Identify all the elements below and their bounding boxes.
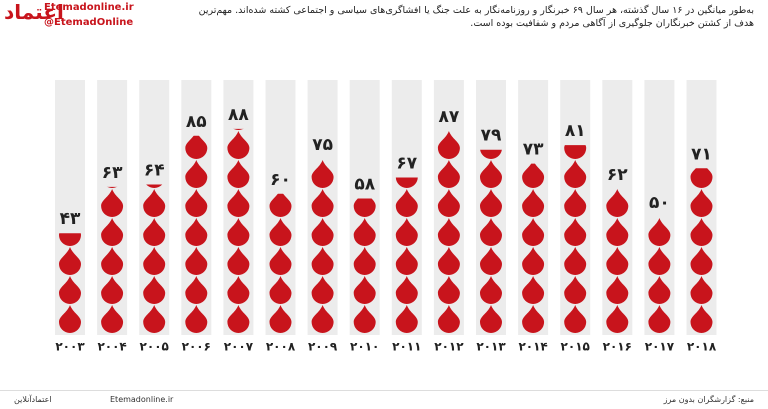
value-label: ۸۸	[228, 105, 249, 125]
x-tick-label: ۲۰۱۸	[687, 340, 717, 354]
value-label: ۵۸	[354, 174, 375, 194]
x-tick-label: ۲۰۰۹	[308, 340, 338, 354]
x-tick-label: ۲۰۱۵	[561, 340, 590, 354]
value-label: ۸۷	[439, 107, 460, 127]
footer: اعتمادآنلاین Etemadonline.ir منبع: گزارش…	[0, 390, 768, 409]
x-tick-label: ۲۰۱۳	[476, 340, 506, 354]
x-tick-label: ۲۰۰۷	[224, 340, 254, 354]
logo: اعتماد	[4, 0, 64, 24]
x-tick-label: ۲۰۰۳	[55, 340, 85, 354]
value-label: ۷۹	[481, 126, 502, 146]
value-label: ۴۳	[60, 209, 81, 229]
site-handle: @EtemadOnline	[44, 17, 134, 28]
x-tick-label: ۲۰۱۷	[645, 340, 675, 354]
x-tick-label: ۲۰۱۱	[392, 340, 421, 354]
x-tick-label: ۲۰۰۵	[140, 340, 169, 354]
x-tick-label: ۲۰۰۶	[182, 340, 211, 354]
chart-subtitle: به‌طور میانگین در ۱۶ سال گذشته، هر سال ۶…	[198, 5, 754, 29]
value-label: ۸۱	[565, 121, 586, 141]
value-label: ۷۳	[523, 140, 544, 160]
footer-brand: اعتمادآنلاین	[14, 395, 52, 404]
x-tick-label: ۲۰۱۶	[603, 340, 632, 354]
value-label: ۷۱	[691, 144, 712, 164]
x-tick-label: ۲۰۱۴	[518, 340, 547, 354]
value-label: ۸۵	[186, 112, 207, 132]
value-label: ۶۲	[607, 165, 628, 185]
source: منبع: گزارشگران بدون مرز	[663, 395, 754, 404]
x-tick-label: ۲۰۰۴	[97, 340, 126, 354]
x-tick-label: ۲۰۱۰	[350, 340, 379, 354]
value-label: ۶۰	[270, 170, 291, 190]
value-label: ۷۵	[312, 135, 333, 155]
x-tick-label: ۲۰۰۸	[266, 340, 296, 354]
value-label: ۶۷	[396, 154, 417, 174]
site-url: Etemadonline.ir	[44, 2, 134, 13]
value-label: ۵۰	[649, 193, 670, 213]
x-tick-label: ۲۰۱۲	[434, 340, 464, 354]
value-label: ۶۴	[144, 161, 165, 181]
value-label: ۶۳	[102, 163, 123, 183]
chart: ۴۳ ۲۰۰۳ ۶۳ ۲۰۰۴ ۶۴ ۲۰۰۵ ۸۵ ۲۰۰۶ ۸۸ ۲۰۰۷ ۶۰ ۲۰۰۸ ۷۵ ۲۰…	[55, 80, 717, 354]
footer-url: Etemadonline.ir	[110, 395, 174, 404]
